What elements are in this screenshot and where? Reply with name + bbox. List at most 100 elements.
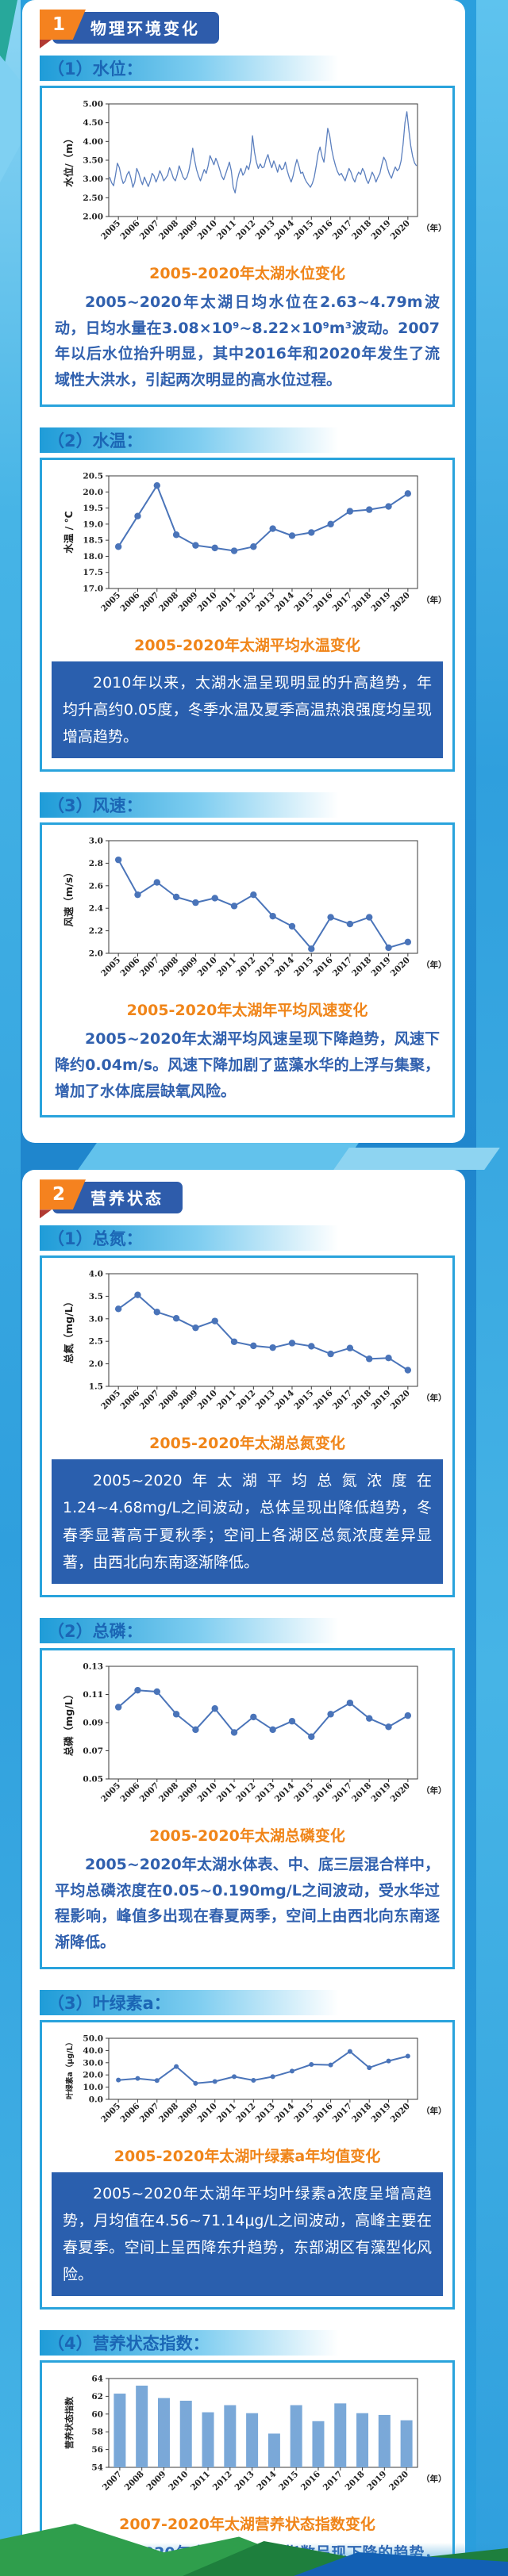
svg-text:水温 / ℃: 水温 / ℃ xyxy=(63,511,75,553)
chlorophyll-a-paragraph: 2005~2020年太湖年平均叶绿素a浓度呈增高趋势，月均值在4.56~71.1… xyxy=(52,2172,443,2297)
svg-text:2016: 2016 xyxy=(312,956,335,979)
svg-text:2011: 2011 xyxy=(215,219,238,242)
svg-text:2013: 2013 xyxy=(254,590,277,613)
water-level-box: 2.00 2.50 3.00 3.50 4.00 4.50 5.00 2005 2006 2007… xyxy=(40,86,455,407)
svg-text:2.0: 2.0 xyxy=(89,949,103,959)
svg-text:2015: 2015 xyxy=(292,2101,315,2124)
svg-text:2012: 2012 xyxy=(234,219,257,242)
total-phosphorus-chart: 0.05 0.07 0.09 0.11 0.13 20052006200720082009… xyxy=(63,1662,447,1804)
total-phosphorus-paragraph: 2005~2020年太湖水体表、中、底三层混合样中，平均总磷浓度在0.05~0.… xyxy=(55,1856,440,1952)
total-nitrogen-paragraph: 2005~2020年太湖平均总氮浓度在1.24~4.68mg/L之间波动，总体呈… xyxy=(52,1459,443,1585)
svg-text:2011: 2011 xyxy=(215,590,238,613)
svg-text:30.0: 30.0 xyxy=(83,2058,103,2068)
svg-text:2019: 2019 xyxy=(369,590,392,613)
svg-text:3.0: 3.0 xyxy=(89,1315,103,1324)
svg-text:2010: 2010 xyxy=(196,590,219,613)
svg-text:2008: 2008 xyxy=(157,956,180,979)
trophic-state-index-chart: 54 56 58 60 62 64 2007200820092010201120122013… xyxy=(64,2375,447,2493)
trophic-state-index-box: 54 56 58 60 62 64 2007 2008 2009 2010 2011 2012 2013… xyxy=(40,2360,455,2576)
wind-speed-paragraph: 2005~2020年太湖平均风速呈现下降趋势，风速下降约0.04m/s。风速下降… xyxy=(55,1030,440,1100)
svg-text:2015: 2015 xyxy=(292,1389,315,1412)
section-2-badge: 营养状态 2 xyxy=(40,1179,465,1219)
svg-text:2018: 2018 xyxy=(350,1781,373,1804)
svg-text:2010: 2010 xyxy=(196,2101,219,2124)
svg-text:50.0: 50.0 xyxy=(83,2034,103,2043)
svg-text:2017: 2017 xyxy=(331,590,354,613)
svg-text:2007: 2007 xyxy=(138,219,161,242)
svg-text:2017: 2017 xyxy=(331,956,354,979)
svg-text:2017: 2017 xyxy=(321,2470,344,2493)
badge-fold-icon xyxy=(40,40,52,48)
svg-text:2.5: 2.5 xyxy=(89,1337,103,1347)
svg-text:2011: 2011 xyxy=(215,956,238,979)
svg-text:2020: 2020 xyxy=(389,590,412,613)
svg-text:2014: 2014 xyxy=(273,1781,296,1804)
svg-text:营养状态指数: 营养状态指数 xyxy=(64,2396,75,2449)
svg-text:2011: 2011 xyxy=(189,2470,212,2493)
svg-text:2020: 2020 xyxy=(389,1389,412,1412)
svg-text:2015: 2015 xyxy=(292,590,315,613)
subsection-total-nitrogen: （1）总氮： 1.5 2.0 2.5 3.0 3.5 4.0 2005 2006 2007 200… xyxy=(22,1225,465,1598)
svg-text:2008: 2008 xyxy=(157,590,180,613)
subsection-total-phosphorus: （2）总磷： 0.05 0.07 0.09 0.11 0.13 2005 2006 2007 2… xyxy=(22,1618,465,1969)
svg-text:2015: 2015 xyxy=(292,956,315,979)
left-decorative-band xyxy=(0,0,21,2576)
wind-speed-header-label: （3）风速： xyxy=(48,796,143,816)
total-nitrogen-header: （1）总氮： xyxy=(40,1225,455,1252)
badge-fold-icon xyxy=(40,1209,52,1219)
svg-text:19.0: 19.0 xyxy=(83,519,103,529)
svg-text:2008: 2008 xyxy=(157,1389,180,1412)
svg-text:2010: 2010 xyxy=(196,1781,219,1804)
wind-speed-chart: 2.02.22.42.62.83.02005200620072008200920… xyxy=(63,837,447,979)
svg-text:2018: 2018 xyxy=(350,956,373,979)
section-1-title: 物理环境变化 xyxy=(52,12,219,44)
total-phosphorus-header-label: （2）总磷： xyxy=(48,1622,143,1642)
total-nitrogen-chart-caption: 2005-2020年太湖总氮变化 xyxy=(149,1435,345,1453)
svg-text:2018: 2018 xyxy=(343,2470,366,2493)
svg-text:2017: 2017 xyxy=(331,2101,354,2124)
svg-text:2012: 2012 xyxy=(211,2470,234,2493)
trophic-state-index-chart-caption: 2007-2020年太湖营养状态指数变化 xyxy=(119,2516,375,2534)
svg-text:2010: 2010 xyxy=(167,2470,190,2493)
svg-text:2019: 2019 xyxy=(369,1389,392,1412)
svg-text:4.50: 4.50 xyxy=(83,118,103,128)
svg-text:2005: 2005 xyxy=(99,956,122,979)
svg-text:2016: 2016 xyxy=(312,1781,335,1804)
svg-text:2019: 2019 xyxy=(369,956,392,979)
water-level-header-label: （1）水位： xyxy=(48,59,143,79)
svg-text:2018: 2018 xyxy=(350,1389,373,1412)
svg-text:2017: 2017 xyxy=(331,1781,354,1804)
svg-text:2.00: 2.00 xyxy=(83,213,103,222)
trophic-state-index-header-label: （4）营养状态指数： xyxy=(48,2334,210,2354)
svg-text:3.0: 3.0 xyxy=(89,837,103,846)
svg-text:（年）: （年） xyxy=(421,960,447,970)
subsection-trophic-state-index: （4）营养状态指数： 54 56 58 60 62 64 2007 2008 2009 2010 2… xyxy=(22,2330,465,2576)
svg-text:2020: 2020 xyxy=(389,219,412,242)
water-temperature-chart: 17.0 17.5 18.0 18.5 19.0 19.5 20.0 20.5 20052006… xyxy=(63,471,447,613)
svg-text:2008: 2008 xyxy=(157,219,180,242)
svg-text:2015: 2015 xyxy=(292,1781,315,1804)
total-nitrogen-chart: 1.52.02.53.03.54.02005200620072008200920… xyxy=(63,1270,447,1412)
svg-text:2.8: 2.8 xyxy=(89,859,103,868)
svg-text:3.00: 3.00 xyxy=(83,174,103,184)
svg-text:（年）: （年） xyxy=(421,223,447,233)
svg-text:2013: 2013 xyxy=(254,2101,277,2124)
svg-text:2020: 2020 xyxy=(389,956,412,979)
svg-text:总磷（mg/L）: 总磷（mg/L） xyxy=(63,1689,75,1757)
svg-text:18.0: 18.0 xyxy=(83,552,103,562)
water-temperature-chart-caption: 2005-2020年太湖平均水温变化 xyxy=(134,636,360,654)
svg-text:2014: 2014 xyxy=(273,2101,296,2124)
svg-text:2019: 2019 xyxy=(369,2101,392,2124)
water-level-header: （1）水位： xyxy=(40,56,455,81)
svg-text:2007: 2007 xyxy=(138,1389,161,1412)
svg-text:2012: 2012 xyxy=(234,590,257,613)
band-patch-light xyxy=(78,1143,359,1171)
svg-text:0.07: 0.07 xyxy=(83,1746,103,1756)
svg-text:（年）: （年） xyxy=(421,595,447,605)
svg-text:2018: 2018 xyxy=(350,2101,373,2124)
subsection-water-temperature: （2）水温： 17.0 17.5 18.0 18.5 19.0 19.5 20.0 20.5 2… xyxy=(22,427,465,772)
svg-text:20.0: 20.0 xyxy=(83,2070,103,2080)
svg-text:2020: 2020 xyxy=(389,1781,412,1804)
svg-text:2006: 2006 xyxy=(118,956,141,979)
wind-speed-header: （3）风速： xyxy=(40,792,455,818)
